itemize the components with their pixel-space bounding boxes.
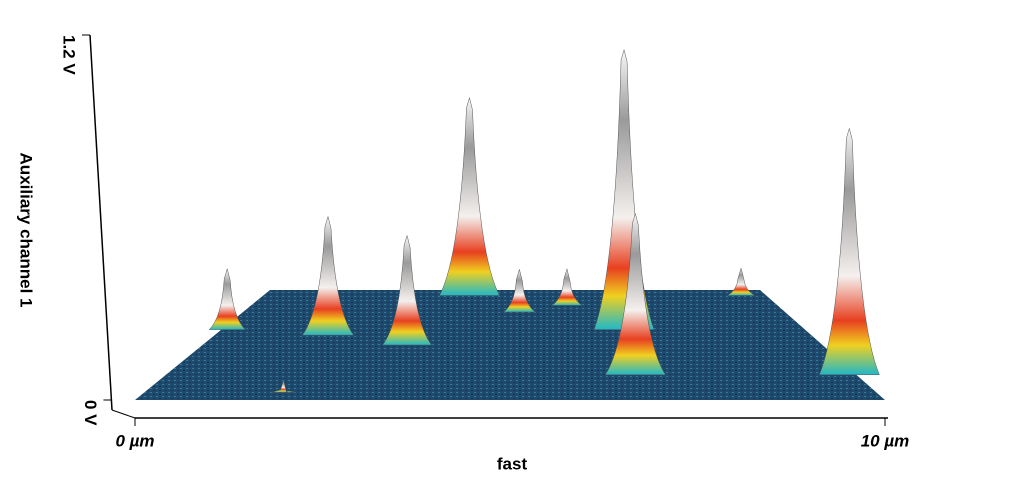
- z-tick-label: 0 V: [81, 400, 100, 426]
- peak: [551, 267, 583, 306]
- peak: [503, 268, 536, 313]
- peak: [208, 267, 246, 330]
- x-tick-label: 0 µm: [115, 431, 154, 450]
- x-tick-label: 10 µm: [861, 431, 910, 450]
- z-axis: [89, 34, 113, 411]
- peak: [593, 48, 655, 330]
- peak: [604, 212, 666, 375]
- peak: [439, 96, 500, 296]
- peak: [271, 379, 296, 393]
- z-tick-label: 1.2 V: [60, 35, 79, 75]
- peak: [818, 127, 880, 375]
- axis-corner: [111, 409, 136, 419]
- peak: [726, 267, 756, 296]
- peak: [382, 234, 433, 346]
- peak: [301, 215, 355, 336]
- z-axis-label: Auxiliary channel 1: [17, 153, 36, 308]
- x-axis-label: fast: [497, 454, 528, 473]
